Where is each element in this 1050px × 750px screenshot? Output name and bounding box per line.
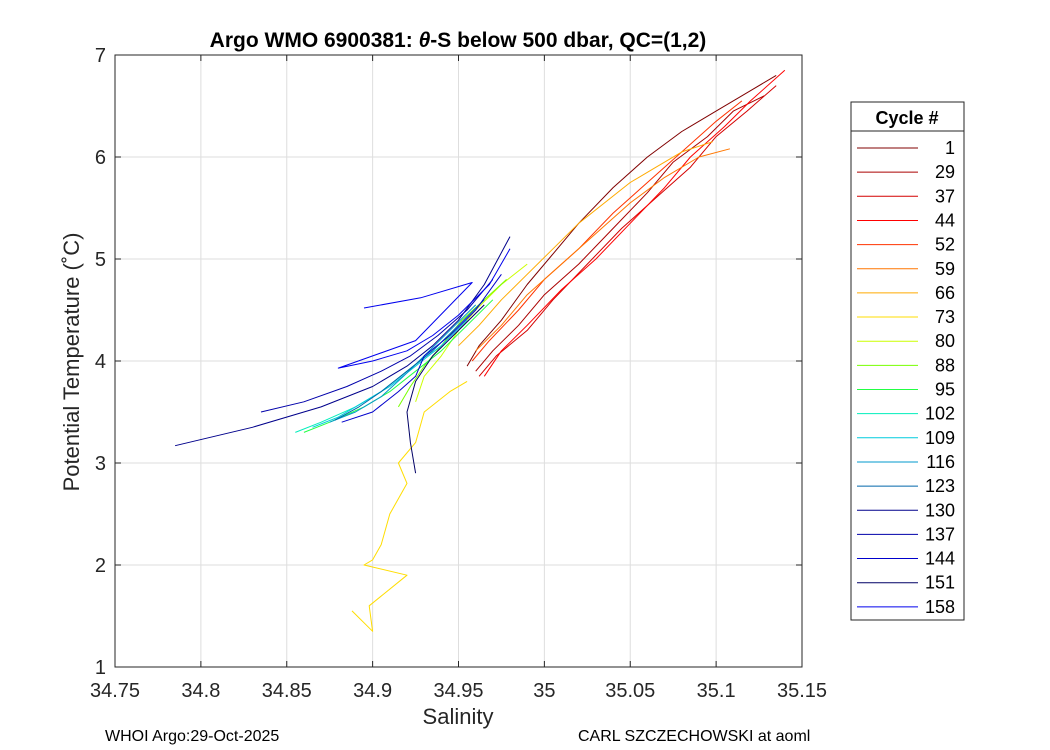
- legend-label-cycle-29: 29: [935, 162, 955, 182]
- legend-label-cycle-109: 109: [925, 428, 955, 448]
- axis-ticks: 34.75 34.8 34.85 34.9 34.95 35 35.05 35.1 35.151…: [90, 45, 827, 702]
- y-tick-label: 5: [95, 249, 106, 271]
- series-line-cycle-151: [406, 304, 485, 474]
- series-line-cycle-1: [466, 74, 777, 367]
- legend-label-cycle-130: 130: [925, 500, 955, 520]
- series-line-cycle-59: [475, 148, 731, 352]
- y-tick-label: 7: [95, 45, 106, 67]
- legend-label-cycle-37: 37: [935, 186, 955, 206]
- legend-label-cycle-52: 52: [935, 235, 955, 255]
- series-line-cycle-37: [478, 85, 777, 377]
- x-tick-label: 35.15: [777, 680, 827, 702]
- chart-title-suffix: -S below 500 dbar, QC=(1,2): [430, 29, 706, 52]
- series-line-cycle-137: [260, 279, 494, 413]
- y-tick-label: 3: [95, 453, 106, 475]
- legend-label-cycle-73: 73: [935, 307, 955, 327]
- series-line-cycle-73: [351, 380, 468, 632]
- legend-label-cycle-158: 158: [925, 597, 955, 617]
- data-series: [174, 69, 786, 632]
- legend-label-cycle-151: 151: [925, 573, 955, 593]
- series-line-cycle-158: [337, 248, 511, 369]
- y-tick-label: 1: [95, 657, 106, 679]
- series-line-cycle-29: [475, 95, 765, 372]
- legend-label-cycle-95: 95: [935, 380, 955, 400]
- legend: Cycle # 1 29 37 44 52 59 66 73 80 88 95 102 109 116 12…: [850, 101, 965, 621]
- grid: [114, 54, 803, 668]
- legend-label-cycle-116: 116: [926, 452, 955, 472]
- legend-label-cycle-102: 102: [925, 404, 955, 424]
- legend-label-cycle-1: 1: [945, 138, 955, 158]
- series-line-cycle-52: [471, 100, 743, 362]
- series-line-cycle-144: [341, 274, 502, 423]
- legend-label-cycle-44: 44: [935, 210, 955, 230]
- x-tick-label: 35: [533, 680, 555, 702]
- series-line-cycle-44: [483, 69, 786, 377]
- chart-title-prefix: Argo WMO 6900381:: [210, 29, 419, 52]
- series-line-cycle-130: [174, 236, 511, 447]
- y-tick-label: 4: [95, 351, 106, 373]
- legend-title: Cycle #: [875, 108, 938, 128]
- legend-box: [850, 101, 965, 621]
- legend-label-cycle-144: 144: [925, 549, 955, 569]
- legend-entries: 1 29 37 44 52 59 66 73 80 88 95 102 109 116 123 130 137 1…: [857, 138, 955, 617]
- y-tick-label: 6: [95, 147, 106, 169]
- chart-title: Argo WMO 6900381: θ-S below 500 dbar, QC…: [210, 29, 707, 52]
- legend-label-cycle-59: 59: [935, 259, 955, 279]
- series-line-cycle-109: [312, 319, 468, 428]
- x-axis-label: Salinity: [423, 704, 494, 729]
- x-tick-label: 34.9: [353, 680, 392, 702]
- legend-label-cycle-80: 80: [935, 331, 955, 351]
- series-line-cycle-123: [334, 299, 485, 421]
- x-tick-label: 34.75: [90, 680, 140, 702]
- legend-label-cycle-137: 137: [925, 524, 955, 544]
- legend-label-cycle-88: 88: [935, 355, 955, 375]
- footer-left: WHOI Argo:29-Oct-2025: [105, 728, 279, 745]
- series-line-cycle-102: [295, 324, 459, 433]
- x-tick-label: 34.85: [262, 680, 312, 702]
- y-tick-label: 2: [95, 555, 106, 577]
- footer-right: CARL SZCZECHOWSKI at aoml: [578, 728, 810, 745]
- x-tick-label: 35.1: [697, 680, 736, 702]
- legend-label-cycle-66: 66: [935, 283, 955, 303]
- legend-label-cycle-123: 123: [925, 476, 955, 496]
- x-tick-label: 34.8: [181, 680, 220, 702]
- x-tick-label: 34.95: [433, 680, 483, 702]
- x-tick-label: 35.05: [605, 680, 655, 702]
- series-line-cycle-66: [458, 141, 713, 347]
- series-line-cycle-116: [329, 304, 477, 423]
- chart-title-theta: θ: [419, 29, 431, 52]
- y-axis-label: Potential Temperature (˚C): [59, 233, 84, 492]
